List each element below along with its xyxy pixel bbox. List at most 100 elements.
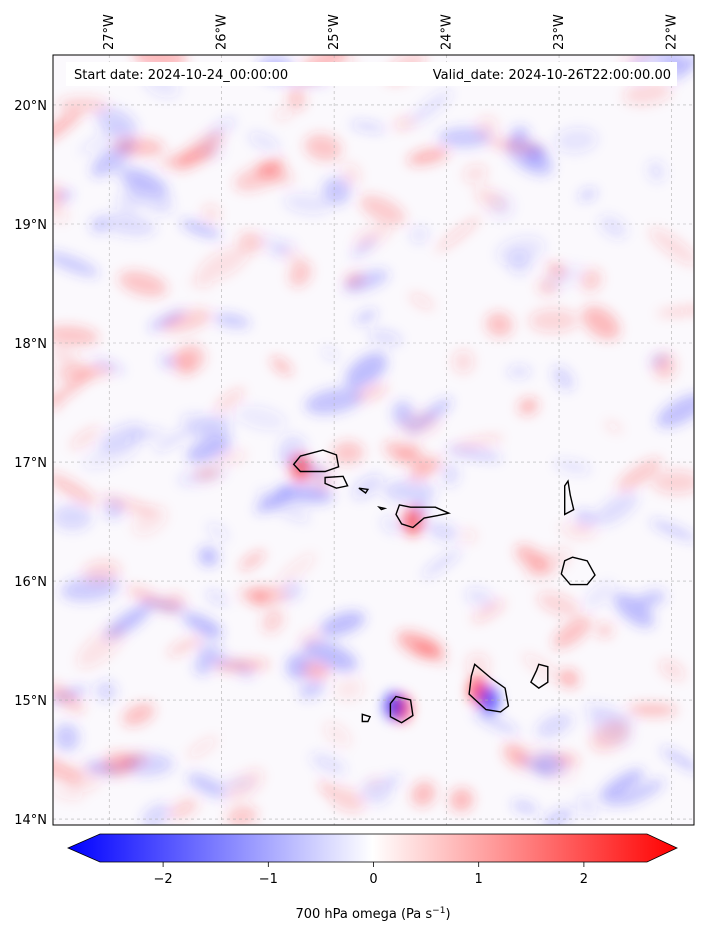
omega-blob <box>351 238 377 258</box>
omega-blob <box>53 184 65 207</box>
omega-blob <box>541 807 574 825</box>
omega-blob <box>554 460 591 474</box>
omega-blob <box>283 249 303 264</box>
omega-feature <box>479 686 500 715</box>
omega-blob <box>437 127 491 148</box>
omega-blob <box>248 132 280 152</box>
omega-blob <box>350 121 386 132</box>
latitude-tick-label: 16°N <box>14 575 47 590</box>
omega-blob <box>583 703 636 727</box>
latitude-tick-label: 17°N <box>14 456 47 471</box>
omega-blob <box>261 608 284 634</box>
omega-blob <box>351 474 384 500</box>
omega-blob <box>334 677 364 701</box>
omega-blob <box>380 515 402 534</box>
omega-blob <box>276 483 334 504</box>
longitude-tick-labels: 27°W 26°W 25°W 24°W 23°W 22°W <box>102 14 679 50</box>
omega-blob <box>118 270 168 297</box>
omega-blob <box>141 803 171 825</box>
omega-blob <box>463 164 488 184</box>
omega-blob <box>213 313 251 328</box>
longitude-tick-label: 22°W <box>665 14 680 50</box>
omega-blob <box>620 779 665 806</box>
map-frame <box>52 54 695 826</box>
omega-blob <box>617 458 662 491</box>
omega-blob <box>596 623 613 638</box>
omega-blob <box>441 462 460 486</box>
longitude-tick-label: 27°W <box>102 14 117 50</box>
omega-blob <box>53 787 84 801</box>
omega-blob <box>604 420 623 433</box>
omega-blob <box>175 131 224 171</box>
omega-blob <box>98 422 146 452</box>
omega-blob <box>239 551 265 570</box>
omega-blob <box>485 312 513 337</box>
omega-blob <box>536 713 573 738</box>
colorbar-ticks: −2 −1 0 1 2 <box>154 862 588 887</box>
omega-blob <box>328 787 365 813</box>
omega-blob <box>303 640 358 672</box>
colorbar-gradient <box>67 833 678 863</box>
omega-blob <box>76 626 125 669</box>
omega-blob <box>161 309 212 333</box>
omega-blob <box>622 81 672 106</box>
omega-blob <box>393 117 416 130</box>
omega-blob <box>287 87 306 111</box>
omega-blob <box>198 546 219 567</box>
omega-blob <box>668 55 694 82</box>
omega-blob <box>206 522 229 542</box>
island-santiago <box>468 663 510 713</box>
omega-blob <box>599 215 627 239</box>
island-sal <box>564 479 575 516</box>
omega-blob <box>525 144 546 165</box>
island-santo-antao <box>292 449 340 473</box>
omega-blob <box>276 552 316 586</box>
omega-blob <box>132 505 168 536</box>
omega-blob <box>574 510 597 525</box>
omega-blob <box>555 127 598 154</box>
island-santa-luzia <box>358 487 370 494</box>
omega-blob <box>584 581 615 609</box>
omega-blob <box>332 441 364 465</box>
omega-blob <box>170 351 193 377</box>
omega-blob <box>528 308 579 333</box>
omega-blob <box>345 352 388 389</box>
omega-blob <box>53 504 92 531</box>
omega-blob <box>122 703 155 726</box>
omega-blob <box>303 661 330 680</box>
omega-blob <box>99 495 157 515</box>
longitude-tick-label: 24°W <box>440 14 455 50</box>
omega-blob <box>428 522 459 541</box>
omega-blob <box>341 162 362 187</box>
valid-date-label: Valid_date: 2024-10-26T22:00:00.00 <box>433 68 671 83</box>
omega-blob <box>649 520 694 541</box>
colorbar-tick-label: −2 <box>154 872 173 887</box>
omega-blob <box>649 227 694 266</box>
omega-blob <box>289 261 312 287</box>
latitude-tick-label: 15°N <box>14 694 47 709</box>
island-raso <box>377 506 388 511</box>
omega-blob <box>270 356 293 375</box>
omega-blob <box>544 264 585 290</box>
omega-blob <box>202 204 220 224</box>
omega-blob <box>518 397 539 415</box>
omega-blob <box>95 681 117 701</box>
omega-blob <box>236 405 287 431</box>
omega-blob <box>392 400 415 428</box>
omega-blob <box>445 446 502 461</box>
omega-blob <box>656 306 694 316</box>
omega-blob <box>460 528 477 543</box>
omega-blob <box>605 794 629 808</box>
omega-blob <box>452 350 475 374</box>
omega-blob <box>53 251 100 277</box>
omega-blob <box>465 652 490 677</box>
omega-blob <box>449 788 474 812</box>
omega-blob <box>580 268 602 292</box>
omega-blob <box>652 470 694 495</box>
omega-blob <box>323 722 352 747</box>
omega-blob <box>304 134 342 162</box>
omega-blob <box>78 124 126 155</box>
omega-feature <box>402 507 423 536</box>
omega-blob <box>410 226 429 244</box>
